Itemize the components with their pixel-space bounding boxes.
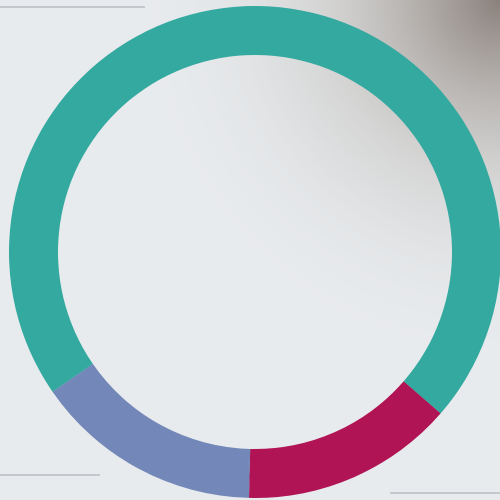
page <box>0 0 500 500</box>
chart <box>0 0 500 500</box>
